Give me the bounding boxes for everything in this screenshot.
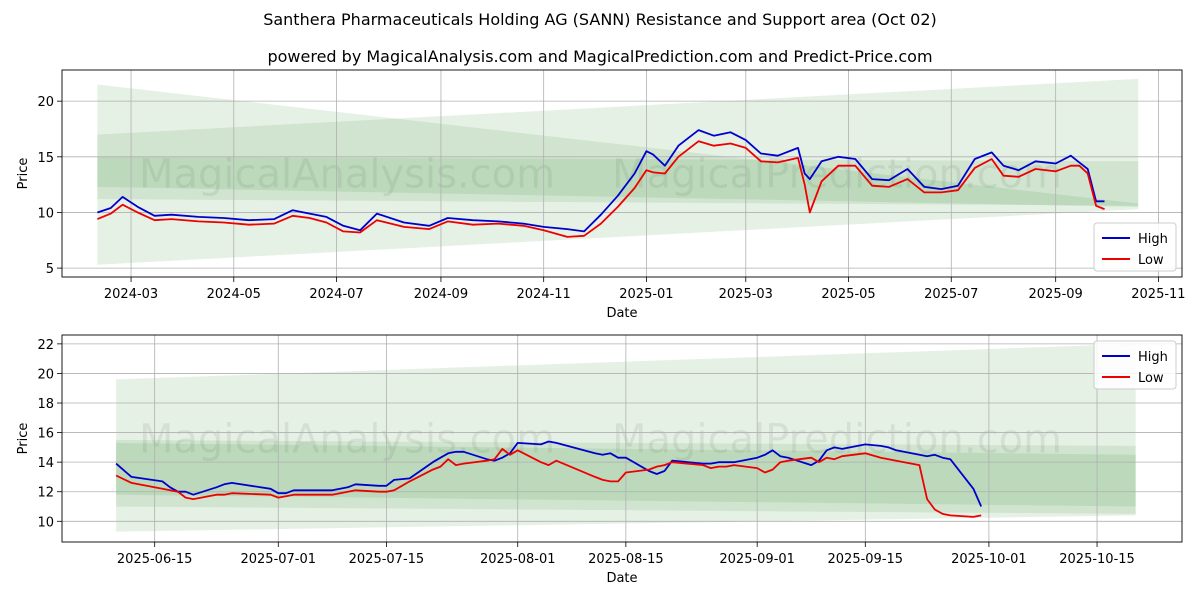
y-tick-label: 20 — [37, 367, 54, 382]
legend-box — [1093, 340, 1177, 390]
x-tick-label: 2024-11 — [517, 287, 571, 302]
y-tick-label: 20 — [37, 95, 54, 110]
band-area — [97, 156, 1139, 206]
x-tick-label: 2025-09-15 — [828, 552, 904, 567]
watermark-text: MagicalPrediction.com — [612, 417, 1062, 463]
x-tick-label: 2025-07-15 — [349, 552, 425, 567]
x-tick-label: 2025-09 — [1029, 287, 1083, 302]
x-axis-label: Date — [606, 571, 637, 586]
y-tick-label: 22 — [37, 338, 54, 353]
y-tick-label: 10 — [37, 515, 54, 530]
legend-label-high: High — [1138, 350, 1168, 365]
x-tick-label: 2025-10-01 — [951, 552, 1027, 567]
chart-subtitle: powered by MagicalAnalysis.com and Magic… — [267, 47, 932, 66]
x-tick-label: 2025-08-15 — [588, 552, 664, 567]
legend-label-low: Low — [1138, 253, 1164, 268]
legend-box — [1093, 222, 1177, 272]
series-line-high — [97, 129, 1105, 233]
plot-frame — [61, 69, 1183, 278]
y-tick-label: 14 — [37, 456, 54, 471]
x-tick-label: 2025-07-01 — [240, 552, 316, 567]
legend: High Low — [1093, 340, 1177, 390]
x-tick-label: 2024-05 — [207, 287, 261, 302]
x-axis-label: Date — [606, 306, 637, 321]
watermark-text: MagicalPrediction.com — [612, 152, 1062, 198]
series-group — [115, 440, 983, 518]
y-tick-label: 10 — [37, 206, 54, 221]
y-tick-label: 5 — [46, 262, 54, 277]
x-tick-label: 2024-07 — [309, 287, 363, 302]
legend-label-high: High — [1138, 232, 1168, 247]
series-line-high — [115, 440, 983, 507]
y-tick-label: 15 — [37, 151, 54, 166]
x-tick-label: 2025-03 — [719, 287, 773, 302]
y-tick-label: 18 — [37, 397, 54, 412]
band-area — [97, 78, 1139, 265]
y-tick-label: 16 — [37, 427, 54, 442]
y-axis-label: Price — [16, 423, 31, 455]
plot-frame — [61, 334, 1183, 543]
x-tick-label: 2024-03 — [104, 287, 158, 302]
x-tick-label: 2025-09-01 — [719, 552, 795, 567]
watermark-text: MagicalAnalysis.com — [139, 152, 555, 198]
x-tick-label: 2025-01 — [619, 287, 673, 302]
x-tick-label: 2024-09 — [414, 287, 468, 302]
y-tick-label: 12 — [37, 486, 54, 501]
series-line-low — [115, 447, 982, 518]
band-area — [97, 84, 1139, 207]
watermark-text: MagicalAnalysis.com — [139, 417, 555, 463]
x-tick-label: 2025-05 — [821, 287, 875, 302]
legend-label-low: Low — [1138, 371, 1164, 386]
legend: High Low — [1093, 222, 1177, 272]
support-resistance-bands — [97, 78, 1139, 265]
x-tick-label: 2025-11 — [1131, 287, 1185, 302]
grid — [62, 335, 1182, 542]
x-tick-label: 2025-07 — [924, 287, 978, 302]
y-axis-label: Price — [16, 158, 31, 190]
series-group — [97, 129, 1105, 238]
series-line-low — [97, 140, 1105, 238]
chart-title: Santhera Pharmaceuticals Holding AG (SAN… — [263, 10, 937, 29]
x-tick-label: 2025-06-15 — [117, 552, 193, 567]
x-tick-label: 2025-08-01 — [480, 552, 556, 567]
bottom-chart: MagicalAnalysis.com MagicalPrediction.com… — [16, 334, 1183, 586]
x-tick-label: 2025-10-15 — [1059, 552, 1135, 567]
top-chart: MagicalAnalysis.com MagicalPrediction.com… — [16, 69, 1186, 321]
